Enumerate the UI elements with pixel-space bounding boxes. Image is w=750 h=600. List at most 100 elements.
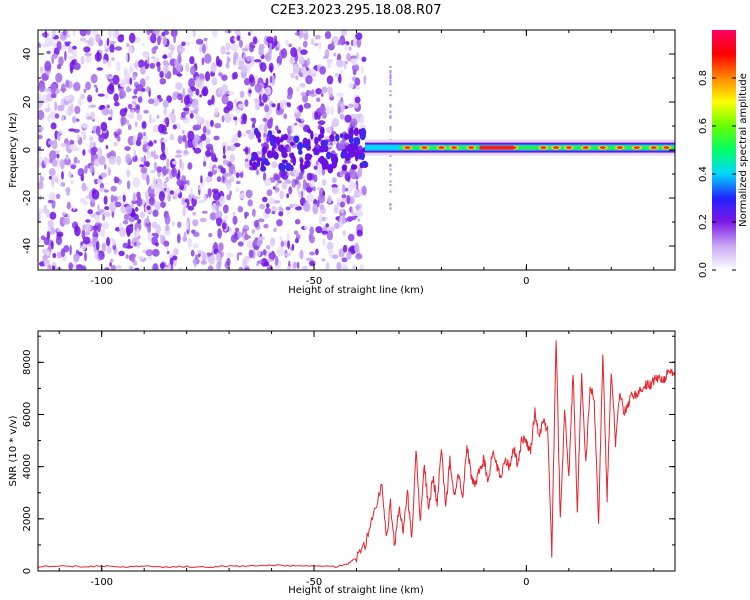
heatmap-cell [135, 139, 142, 147]
heatmap-cell [355, 253, 363, 260]
heatmap-cell [389, 190, 392, 193]
colorbar-gradient [712, 30, 736, 270]
heatmap-cell [110, 264, 116, 270]
heatmap-cell [162, 54, 168, 59]
heatmap-cell [38, 93, 43, 100]
heatmap-cell [113, 176, 118, 184]
heatmap-cell [177, 47, 186, 52]
heatmap-x-axis-label: Height of straight line (km) [288, 285, 424, 296]
heatmap-cell [237, 241, 244, 247]
heatmap-cell [273, 174, 281, 181]
heatmap-cell [286, 193, 290, 199]
heatmap-cell [359, 264, 364, 270]
heatmap-cell [159, 78, 167, 85]
heatmap-cell [301, 265, 308, 270]
heatmap-cell [192, 219, 199, 227]
heatmap-cell [633, 146, 640, 149]
heatmap-cell [204, 71, 211, 82]
heatmap-cell [316, 199, 320, 208]
line-y-axis-label: SNR (10 * v/v) [8, 415, 19, 486]
heatmap-cell [189, 112, 194, 119]
heatmap-cell [169, 190, 175, 195]
heatmap-cell [264, 207, 271, 214]
heatmap-cell [96, 224, 101, 233]
heatmap-cell [72, 30, 76, 36]
heatmap-cell [77, 133, 80, 141]
heatmap-cell [237, 252, 243, 256]
heatmap-cell [104, 93, 109, 100]
heatmap-cell [273, 151, 279, 160]
heatmap-cell [55, 193, 61, 199]
heatmap-cell [329, 93, 333, 98]
heatmap-cell [60, 142, 68, 147]
heatmap-cell [134, 222, 142, 232]
heatmap-cell [77, 168, 85, 177]
heatmap-cell [38, 212, 41, 223]
heatmap-cell [176, 233, 181, 244]
heatmap-cell [193, 147, 202, 154]
heatmap-cell [348, 135, 354, 144]
heatmap-cell [102, 221, 109, 230]
heatmap-cell [69, 244, 72, 256]
line-x-axis-label: Height of straight line (km) [288, 585, 424, 596]
heatmap-cell [119, 227, 126, 238]
heatmap-cell [281, 180, 288, 190]
heatmap-cell [292, 155, 297, 166]
heatmap-cell [109, 43, 115, 53]
heatmap-cell [221, 222, 227, 230]
heatmap-cell [241, 47, 249, 52]
heatmap-cell [199, 217, 207, 223]
heatmap-cell [181, 129, 185, 135]
heatmap-cell [281, 152, 288, 158]
heatmap-cell [285, 252, 291, 257]
heatmap-cell [55, 72, 63, 83]
heatmap-cell [229, 176, 235, 183]
heatmap-cell [285, 162, 292, 172]
heatmap-cell [271, 206, 277, 213]
heatmap-cell [286, 94, 293, 100]
heatmap-cell [109, 238, 115, 242]
heatmap-cell [340, 102, 345, 113]
heatmap-cell [233, 71, 238, 80]
heatmap-cell [211, 30, 218, 38]
heatmap-cell [233, 37, 237, 42]
heatmap-cell [277, 42, 281, 48]
heatmap-cell [106, 246, 112, 254]
heatmap-cell [287, 146, 292, 153]
heatmap-cell [341, 194, 347, 199]
heatmap-cell [222, 159, 229, 165]
heatmap-cell [57, 63, 62, 70]
heatmap-cell [326, 230, 334, 241]
heatmap-cell [145, 86, 150, 93]
heatmap-cell [126, 169, 131, 178]
heatmap-cell [71, 116, 77, 124]
heatmap-cell [87, 94, 93, 103]
heatmap-cell [163, 266, 171, 270]
heatmap-cell [148, 98, 155, 105]
heatmap-cell [170, 30, 178, 38]
heatmap-cell [49, 150, 57, 161]
heatmap-cell [140, 166, 148, 174]
heatmap-cell [135, 84, 143, 92]
heatmap-cell [153, 161, 158, 171]
heatmap-cell [120, 116, 127, 125]
heatmap-cell [616, 146, 623, 149]
heatmap-cell [254, 99, 260, 106]
heatmap-cell [198, 142, 204, 150]
heatmap-cell [281, 48, 288, 59]
heatmap-cell [146, 30, 151, 36]
heatmap-cell [214, 210, 223, 219]
heatmap-cell [141, 134, 149, 141]
heatmap-cell [137, 62, 145, 66]
heatmap-cell [132, 177, 141, 188]
heatmap-cell [134, 155, 138, 162]
heatmap-cell [214, 107, 219, 117]
heatmap-cell [98, 187, 106, 192]
heatmap-cell [275, 184, 278, 194]
heatmap-cell [293, 169, 297, 173]
heatmap-cell [84, 251, 87, 262]
heatmap-cell [83, 88, 87, 93]
heatmap-cell [72, 147, 80, 152]
y-tick-label: 4000 [22, 454, 33, 479]
